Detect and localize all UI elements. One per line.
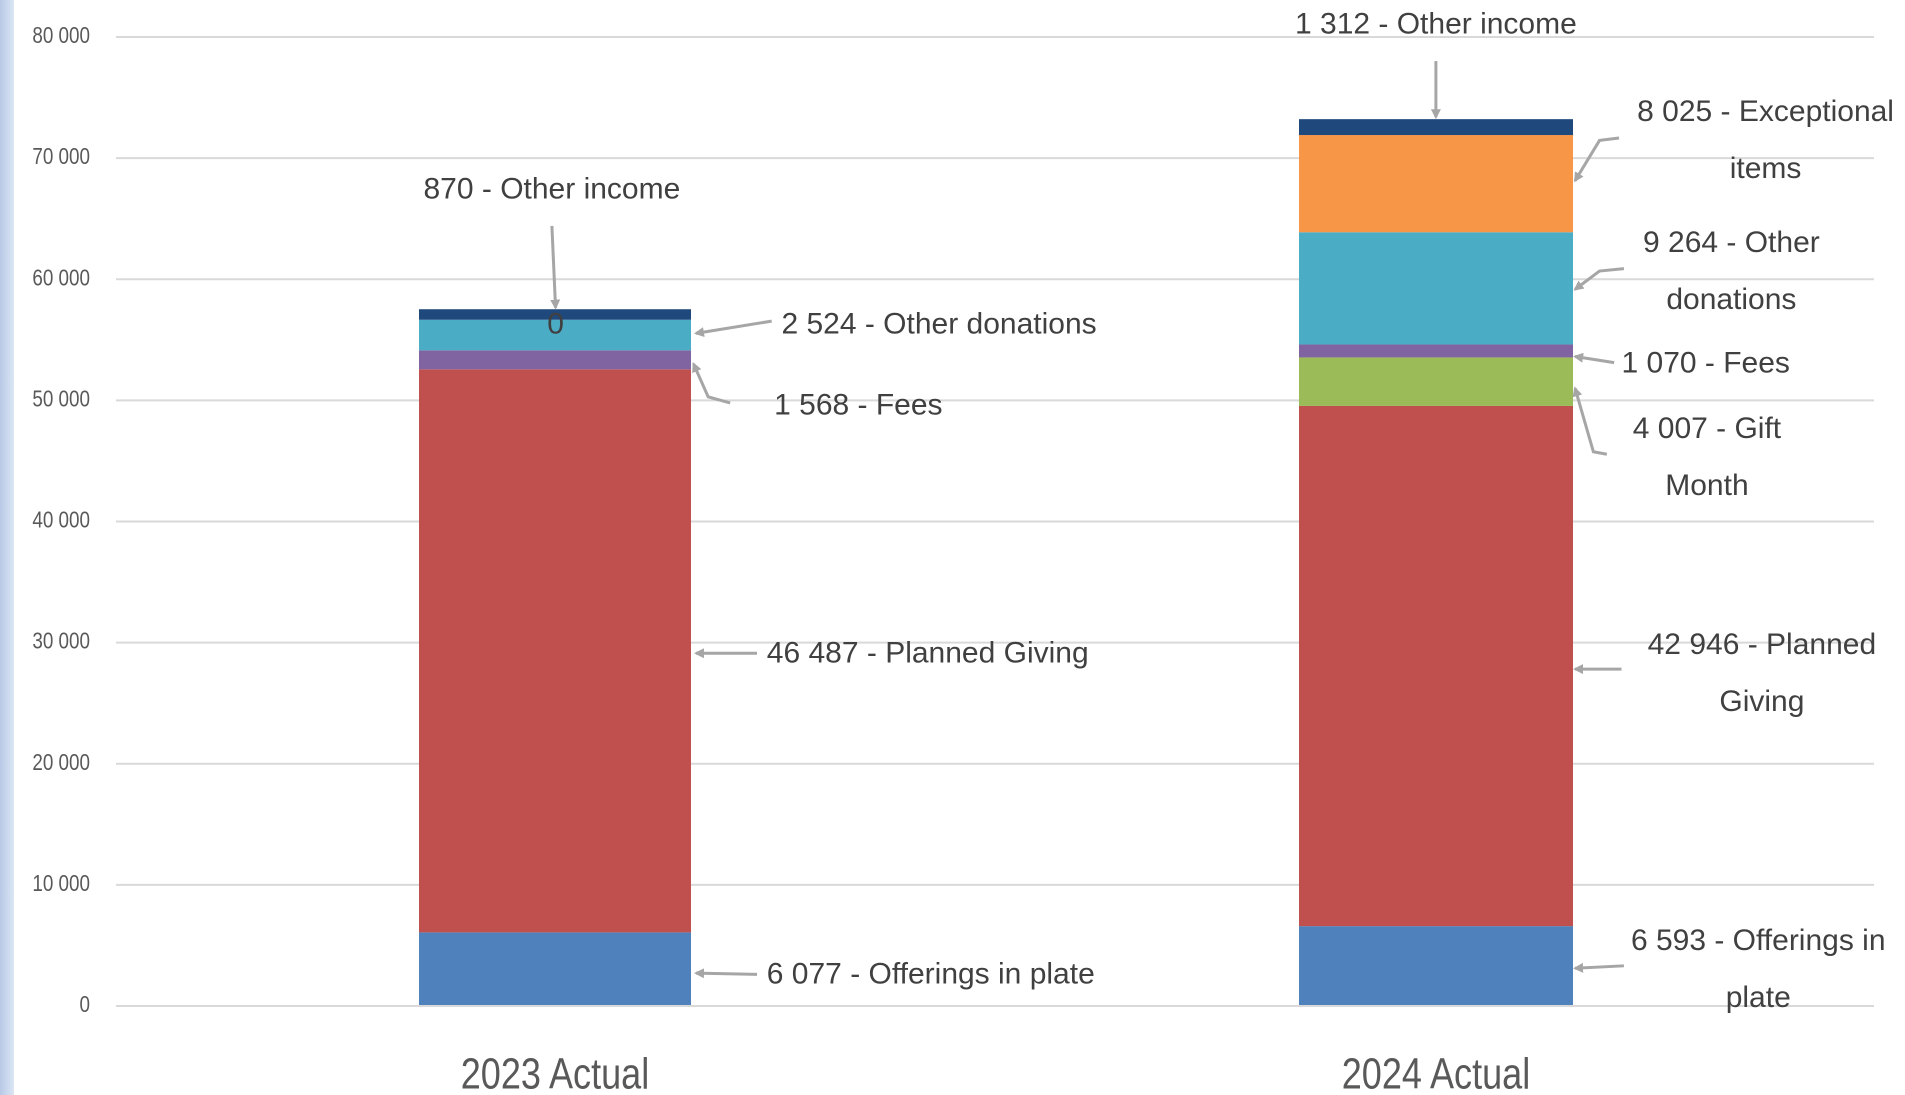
bar-segment [419,369,691,933]
data-label: 9 264 - Other donations [1642,226,1820,317]
data-label: 1 312 - Other income [1294,7,1577,41]
data-label: 1 568 - Fees [774,388,943,422]
y-tick-label: 40 000 [32,508,90,533]
label-leader [1573,962,1625,973]
data-label: 46 487 - Planned Giving [766,636,1089,670]
label-leader [1573,136,1620,183]
data-label: 2 524 - Other donations [781,307,1097,341]
y-tick-label: 50 000 [32,387,90,412]
label-leader [1573,267,1625,291]
data-label: 42 946 - Planned Giving [1647,627,1877,718]
label-leader [1573,352,1615,365]
bar-segment [419,350,691,370]
label-leader [692,362,731,405]
data-label: 6 077 - Offerings in plate [766,957,1095,991]
y-tick-label: 80 000 [32,23,90,48]
bar-segment [1299,344,1573,358]
y-tick-label: 10 000 [32,871,90,896]
data-label: 1 070 - Fees [1621,346,1790,380]
data-label: 4 007 - Gift Month [1632,411,1782,502]
y-tick-label: 0 [80,992,90,1017]
y-tick-label: 20 000 [32,750,90,775]
label-leader [1572,386,1608,456]
bar-segment [419,932,691,1006]
bar-segment [1299,232,1573,345]
y-tick-label: 60 000 [32,266,90,291]
label-leader [693,968,758,979]
x-tick-label: 2023 Actual [461,1049,650,1095]
label-leader [693,319,772,337]
bar-segment [419,319,691,351]
bar-segment [1299,357,1573,406]
data-label: 870 - Other income [423,172,681,206]
bar-segment [419,309,691,320]
data-label: 6 593 - Offerings in plate [1630,924,1886,1015]
bar-segment [1299,135,1573,233]
y-tick-label: 30 000 [32,629,90,654]
bar-segment [1299,405,1573,927]
label-leader [550,225,561,310]
y-tick-label: 70 000 [32,145,90,170]
data-label: 8 025 - Exceptional items [1637,95,1894,186]
bar-segment [1299,926,1573,1006]
window-edge [0,0,14,1095]
data-label: 0 [547,307,564,341]
x-tick-label: 2024 Actual [1342,1049,1531,1095]
bar-segment [1299,119,1573,136]
